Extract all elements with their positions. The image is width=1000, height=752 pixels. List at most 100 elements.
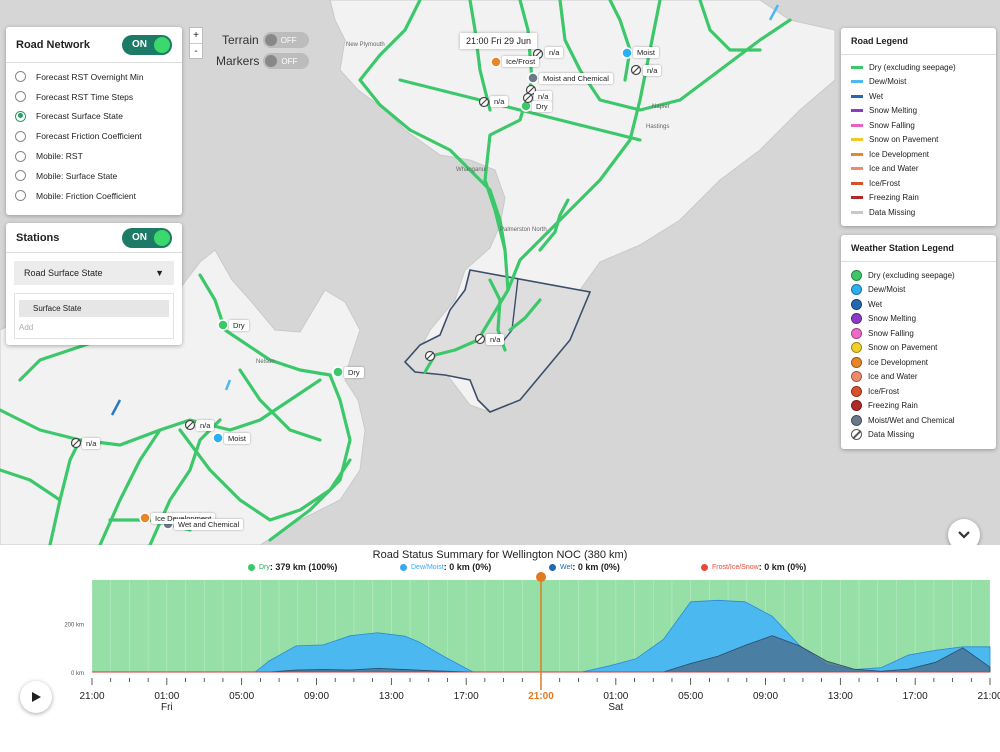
station-tag[interactable]: Moist and Chemical xyxy=(539,73,613,84)
road-legend-label: Data Missing xyxy=(869,207,916,217)
place-hastings: Hastings xyxy=(646,124,669,130)
station-tag[interactable]: n/a xyxy=(534,91,553,102)
add-filter-input[interactable]: Add xyxy=(19,323,34,332)
road-legend-items: Dry (excluding seepage) Dew/Moist Wet Snow … xyxy=(841,55,996,220)
road-legend-label: Ice/Frost xyxy=(869,178,901,188)
station-dry xyxy=(332,366,344,378)
station-tag[interactable]: n/a xyxy=(545,47,564,58)
station-legend-panel: Weather Station Legend Dry (excluding se… xyxy=(841,235,996,449)
missing-data-markers[interactable] xyxy=(70,48,642,449)
surface-option-label: Mobile: Surface State xyxy=(36,170,118,181)
station-tag[interactable]: Moist xyxy=(633,47,659,58)
stations-toggle[interactable]: ON xyxy=(122,227,172,248)
x-tick-label: 17:00 xyxy=(903,691,928,702)
filter-chip[interactable]: Surface State xyxy=(19,300,169,317)
wet-dot-icon xyxy=(549,563,556,571)
legend-value: 379 km (100%) xyxy=(275,562,338,572)
station-tag[interactable]: n/a xyxy=(82,438,101,449)
station-tag[interactable]: n/a xyxy=(196,420,215,431)
station-moist-chemical xyxy=(527,72,539,84)
station-legend-label: Dew/Moist xyxy=(868,285,906,295)
station-layer-select[interactable]: Road Surface State ▼ xyxy=(14,261,174,285)
station-tag[interactable]: Wet and Chemical xyxy=(174,519,244,530)
zoom-out-button[interactable]: - xyxy=(190,43,202,58)
line-swatch-icon xyxy=(851,181,863,185)
surface-option-label: Mobile: Friction Coefficient xyxy=(36,190,136,201)
x-tick-label: 17:00 xyxy=(454,691,479,702)
dot-swatch-icon xyxy=(851,371,862,383)
line-swatch-icon xyxy=(851,210,863,214)
legend-name: Dry xyxy=(259,563,270,571)
summary-legend-dry: Dry: 379 km (100%) xyxy=(248,562,337,572)
station-tag[interactable]: Moist xyxy=(224,433,250,444)
road-network-header: Road Network ON xyxy=(6,27,182,63)
station-tag[interactable]: n/a xyxy=(486,334,505,345)
map-area[interactable]: New Plymouth Napier Hastings Whanganui P… xyxy=(0,0,1000,545)
dot-swatch-icon xyxy=(851,284,862,296)
collapse-summary-button[interactable] xyxy=(948,519,980,545)
moist-road-segment xyxy=(224,379,232,391)
surface-option-label: Forecast RST Time Steps xyxy=(36,91,134,102)
station-tag[interactable]: Dry xyxy=(532,101,552,112)
road-network-toggle-label: ON xyxy=(132,39,147,50)
surface-option-label: Forecast Surface State xyxy=(36,111,123,122)
caret-down-icon: ▼ xyxy=(155,268,164,278)
station-tag[interactable]: n/a xyxy=(490,96,509,107)
terrain-toggle[interactable]: OFF xyxy=(262,32,309,48)
radio-unchecked-icon[interactable] xyxy=(15,71,26,83)
surface-option[interactable]: Forecast Friction Coefficient xyxy=(6,126,182,146)
x-tick-label: 01:00 xyxy=(154,691,179,702)
line-swatch-icon xyxy=(851,152,863,156)
station-legend-label: Ice and Water xyxy=(868,372,918,382)
legend-value: 0 km (0%) xyxy=(764,562,807,572)
surface-option[interactable]: Mobile: RST xyxy=(6,146,182,166)
play-button[interactable] xyxy=(20,681,52,713)
station-legend-label: Snow on Pavement xyxy=(868,343,938,353)
frost-dot-icon xyxy=(701,563,708,571)
radio-checked-icon[interactable] xyxy=(15,110,26,122)
road-legend-item: Snow Falling xyxy=(841,118,996,133)
station-tag[interactable]: Ice/Frost xyxy=(502,56,540,67)
station-filter-box[interactable]: Surface State Add xyxy=(14,293,174,339)
station-legend-label: Wet xyxy=(868,299,883,309)
x-tick-label: 09:00 xyxy=(304,691,329,702)
zoom-in-button[interactable]: + xyxy=(193,30,199,41)
line-swatch-icon xyxy=(851,196,863,200)
surface-option[interactable]: Forecast Surface State xyxy=(6,107,182,127)
station-tag[interactable]: Dry xyxy=(344,367,364,378)
station-ice-frost xyxy=(490,56,502,68)
road-legend-label: Dry (excluding seepage) xyxy=(869,62,956,72)
dot-swatch-icon xyxy=(851,342,862,354)
station-tag[interactable]: Ice Development xyxy=(151,513,216,524)
station-tag[interactable]: n/a xyxy=(643,65,662,76)
station-markers[interactable] xyxy=(139,47,633,530)
radio-unchecked-icon[interactable] xyxy=(15,190,26,202)
stations-toggle-label: ON xyxy=(132,232,147,243)
station-layer-value: Road Surface State xyxy=(24,268,103,278)
surface-option[interactable]: Mobile: Surface State xyxy=(6,166,182,186)
radio-unchecked-icon[interactable] xyxy=(15,150,26,162)
markers-control: Markers OFF xyxy=(216,53,310,69)
radio-unchecked-icon[interactable] xyxy=(15,91,26,103)
road-network-toggle[interactable]: ON xyxy=(122,34,172,55)
x-tick-sublabel: Fri xyxy=(161,702,173,713)
surface-option[interactable]: Forecast RST Overnight Min xyxy=(6,67,182,87)
chevron-down-icon xyxy=(958,531,970,539)
station-legend-label: Ice/Frost xyxy=(868,386,900,396)
surface-option-label: Forecast RST Overnight Min xyxy=(36,71,144,82)
surface-option[interactable]: Mobile: Friction Coefficient xyxy=(6,186,182,206)
station-legend-item: Moist/Wet and Chemical xyxy=(841,413,996,428)
markers-toggle[interactable]: OFF xyxy=(263,53,310,69)
radio-unchecked-icon[interactable] xyxy=(15,170,26,182)
place-labels: New Plymouth Napier Hastings Whanganui P… xyxy=(256,42,670,365)
radio-unchecked-icon[interactable] xyxy=(15,130,26,142)
dot-swatch-icon xyxy=(851,385,862,397)
surface-option[interactable]: Forecast RST Time Steps xyxy=(6,87,182,107)
x-tick-label: 09:00 xyxy=(753,691,778,702)
station-tag[interactable]: Dry xyxy=(229,320,249,331)
line-swatch-icon xyxy=(851,138,863,142)
place-nelson: Nelson xyxy=(256,359,275,365)
station-dry xyxy=(217,319,229,331)
x-tick-label: 21:00 xyxy=(79,691,104,702)
